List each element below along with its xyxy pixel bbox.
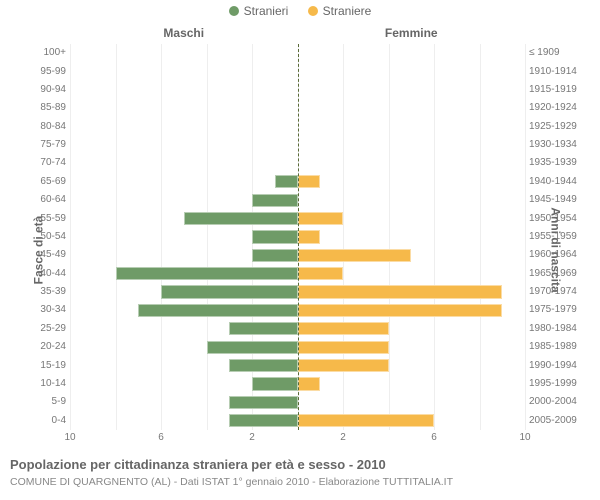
age-label: 50-54 bbox=[30, 232, 66, 242]
bar-female bbox=[298, 377, 321, 390]
bar-female bbox=[298, 249, 412, 262]
gridline bbox=[525, 44, 526, 430]
bar-male bbox=[229, 414, 297, 427]
age-label: 40-44 bbox=[30, 269, 66, 279]
bar-female bbox=[298, 414, 435, 427]
birth-year-label: ≤ 1909 bbox=[529, 48, 587, 58]
age-label: 85-89 bbox=[30, 103, 66, 113]
birth-year-label: 1950-1954 bbox=[529, 214, 587, 224]
birth-year-label: 2000-2004 bbox=[529, 397, 587, 407]
age-label: 75-79 bbox=[30, 140, 66, 150]
x-tick-label: 6 bbox=[158, 432, 164, 443]
x-tick-label: 10 bbox=[519, 432, 530, 443]
legend-dot-male-icon bbox=[229, 6, 239, 16]
birth-year-label: 1955-1959 bbox=[529, 232, 587, 242]
birth-year-label: 1935-1939 bbox=[529, 158, 587, 168]
age-label: 15-19 bbox=[30, 361, 66, 371]
age-label: 80-84 bbox=[30, 122, 66, 132]
bar-male bbox=[138, 304, 297, 317]
age-label: 20-24 bbox=[30, 342, 66, 352]
bar-female bbox=[298, 212, 344, 225]
bar-male bbox=[252, 377, 298, 390]
age-label: 35-39 bbox=[30, 287, 66, 297]
legend-item-female: Straniere bbox=[308, 4, 372, 18]
bar-male bbox=[275, 175, 298, 188]
center-line bbox=[298, 44, 299, 430]
age-label: 90-94 bbox=[30, 85, 66, 95]
bar-male bbox=[229, 322, 297, 335]
footer-subtitle: COMUNE DI QUARGNENTO (AL) - Dati ISTAT 1… bbox=[10, 476, 453, 488]
x-tick-label: 6 bbox=[431, 432, 437, 443]
birth-year-label: 1940-1944 bbox=[529, 177, 587, 187]
bar-male bbox=[252, 194, 298, 207]
age-label: 60-64 bbox=[30, 195, 66, 205]
bar-male bbox=[207, 341, 298, 354]
legend-item-male: Stranieri bbox=[229, 4, 289, 18]
birth-year-label: 1915-1919 bbox=[529, 85, 587, 95]
age-label: 55-59 bbox=[30, 214, 66, 224]
bar-female bbox=[298, 341, 389, 354]
footer-title: Popolazione per cittadinanza straniera p… bbox=[10, 457, 386, 472]
birth-year-label: 1970-1974 bbox=[529, 287, 587, 297]
age-label: 0-4 bbox=[30, 416, 66, 426]
age-label: 5-9 bbox=[30, 397, 66, 407]
birth-year-label: 1960-1964 bbox=[529, 250, 587, 260]
age-label: 30-34 bbox=[30, 305, 66, 315]
age-label: 45-49 bbox=[30, 250, 66, 260]
birth-year-label: 2005-2009 bbox=[529, 416, 587, 426]
age-label: 95-99 bbox=[30, 67, 66, 77]
birth-year-label: 1995-1999 bbox=[529, 379, 587, 389]
x-tick-label: 2 bbox=[340, 432, 346, 443]
birth-year-label: 1930-1934 bbox=[529, 140, 587, 150]
birth-year-label: 1945-1949 bbox=[529, 195, 587, 205]
bar-male bbox=[252, 230, 298, 243]
gender-headers: Maschi Femmine bbox=[70, 26, 525, 42]
birth-year-label: 1920-1924 bbox=[529, 103, 587, 113]
bar-female bbox=[298, 230, 321, 243]
x-tick-label: 10 bbox=[64, 432, 75, 443]
birth-year-label: 1980-1984 bbox=[529, 324, 587, 334]
bar-female bbox=[298, 267, 344, 280]
birth-year-label: 1990-1994 bbox=[529, 361, 587, 371]
bar-female bbox=[298, 304, 503, 317]
x-axis: 10622610 bbox=[70, 432, 525, 446]
birth-year-label: 1925-1929 bbox=[529, 122, 587, 132]
birth-year-label: 1985-1989 bbox=[529, 342, 587, 352]
age-label: 100+ bbox=[30, 48, 66, 58]
legend-label-male: Stranieri bbox=[244, 4, 289, 18]
bar-female bbox=[298, 175, 321, 188]
bar-male bbox=[161, 285, 298, 298]
birth-year-label: 1965-1969 bbox=[529, 269, 587, 279]
plot-area: 100+≤ 190995-991910-191490-941915-191985… bbox=[70, 44, 525, 430]
bar-male bbox=[252, 249, 298, 262]
header-female: Femmine bbox=[298, 26, 526, 40]
age-label: 10-14 bbox=[30, 379, 66, 389]
population-pyramid-chart: Stranieri Straniere Maschi Femmine Fasce… bbox=[0, 0, 600, 500]
legend: Stranieri Straniere bbox=[0, 4, 600, 19]
age-label: 65-69 bbox=[30, 177, 66, 187]
bar-male bbox=[229, 396, 297, 409]
birth-year-label: 1910-1914 bbox=[529, 67, 587, 77]
bar-male bbox=[116, 267, 298, 280]
birth-year-label: 1975-1979 bbox=[529, 305, 587, 315]
legend-label-female: Straniere bbox=[323, 4, 372, 18]
header-male: Maschi bbox=[70, 26, 298, 40]
bar-male bbox=[229, 359, 297, 372]
age-label: 25-29 bbox=[30, 324, 66, 334]
age-label: 70-74 bbox=[30, 158, 66, 168]
bar-female bbox=[298, 285, 503, 298]
bar-female bbox=[298, 322, 389, 335]
bar-male bbox=[184, 212, 298, 225]
legend-dot-female-icon bbox=[308, 6, 318, 16]
bar-female bbox=[298, 359, 389, 372]
x-tick-label: 2 bbox=[249, 432, 255, 443]
